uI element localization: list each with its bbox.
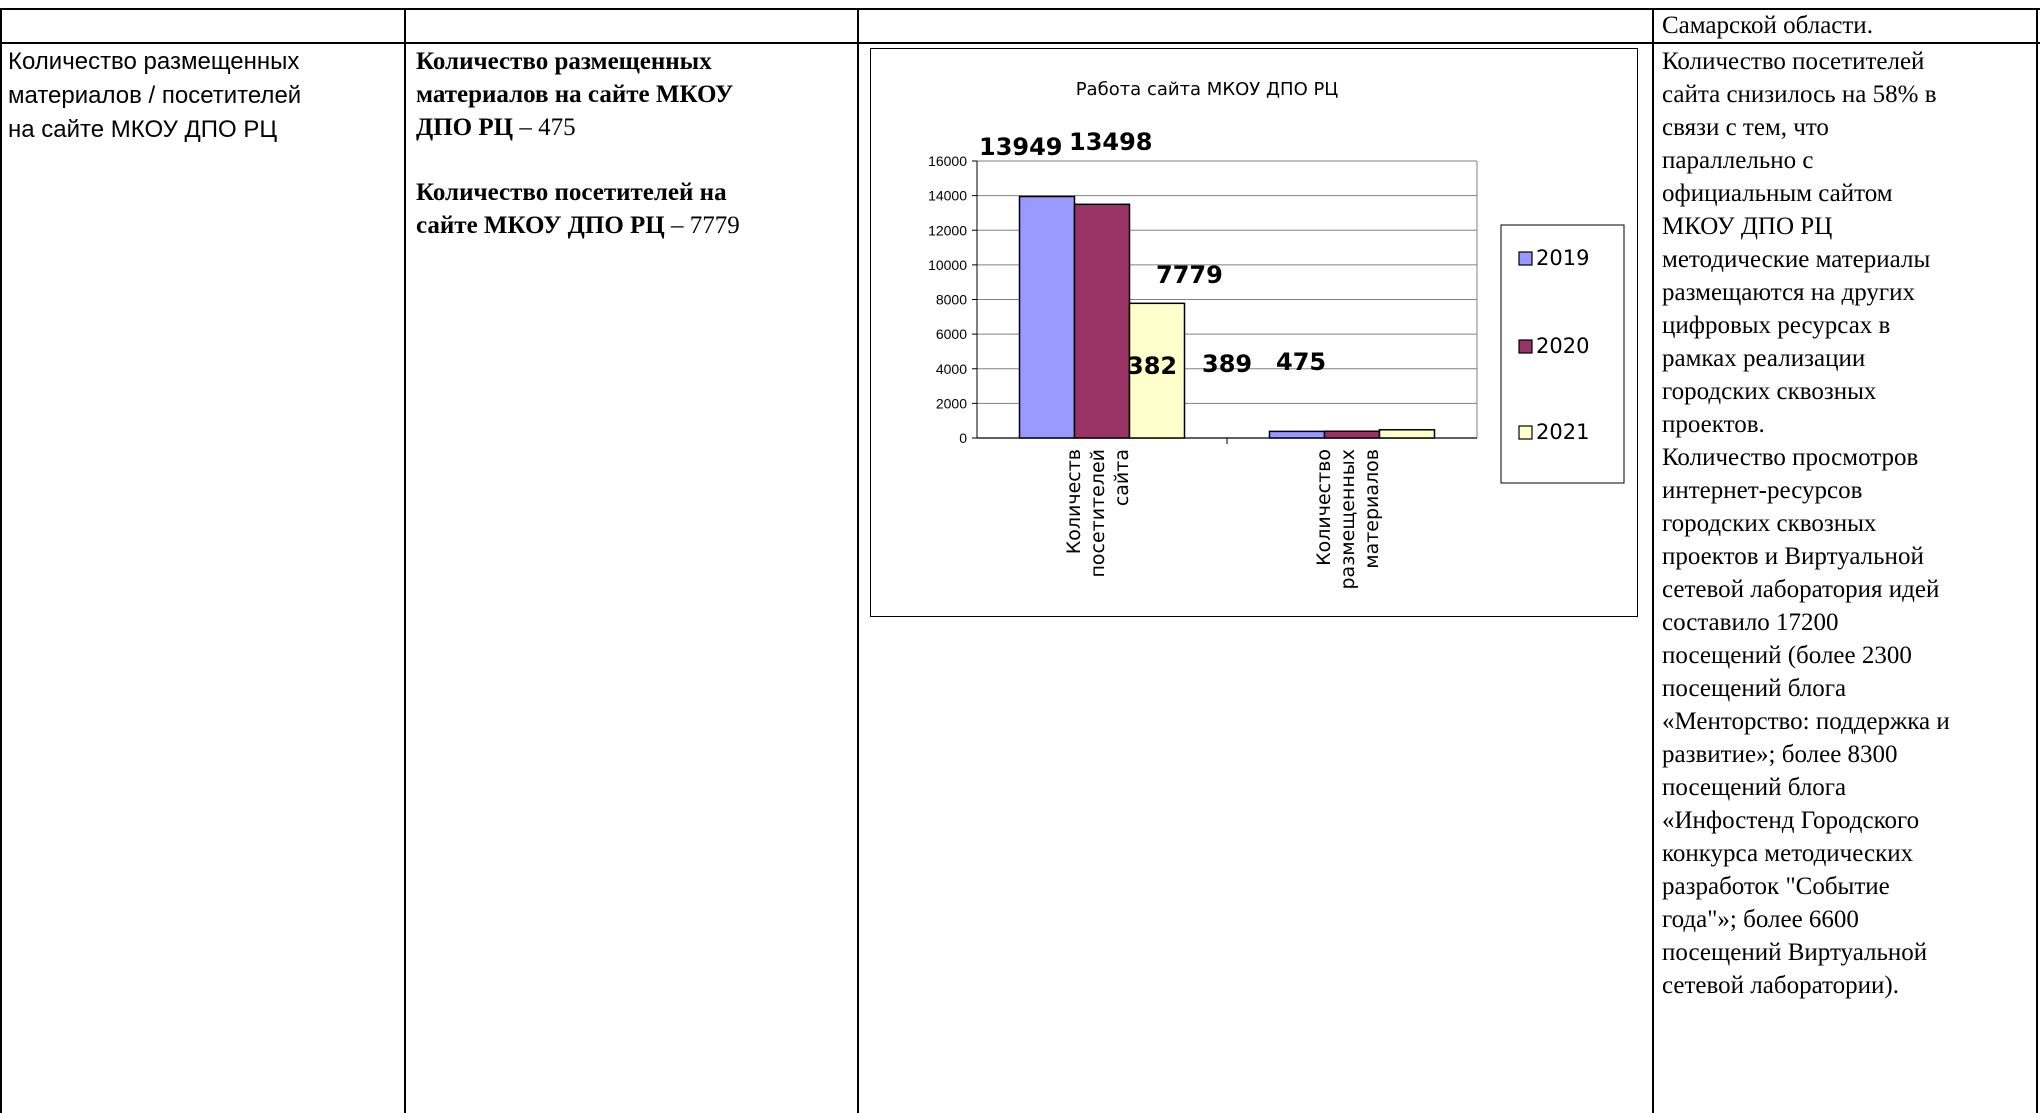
value-line-5-label: сайте МКОУ ДПО РЦ: [416, 212, 665, 239]
y-tick-label: 6000: [936, 326, 967, 342]
category-label: Количеств: [1063, 449, 1085, 554]
value-line-3-number: – 475: [513, 114, 576, 141]
data-label: 7779: [1156, 261, 1223, 289]
legend-label: 2021: [1536, 420, 1589, 444]
data-label: 13498: [1069, 128, 1153, 156]
value-line-3-label: ДПО РЦ: [416, 114, 514, 141]
bar-2021: [1128, 302, 1186, 439]
analysis-text: Количество посетителей сайта снизилось н…: [1662, 48, 1950, 999]
y-tick-label: 4000: [936, 361, 967, 377]
column-divider-3: [1652, 8, 1654, 1113]
category-label: размещенных: [1337, 449, 1359, 590]
column-divider-1: [404, 8, 406, 1113]
value-line-2: материалов на сайте МКОУ: [416, 81, 734, 108]
indicator-values: Количество размещенных материалов на сай…: [416, 45, 740, 242]
chart-frame: Работа сайта МКОУ ДПО РЦ 0 2000 4000 6000 800…: [870, 48, 1638, 617]
top-row-text: Самарской области.: [1662, 12, 1873, 39]
category-label: Количество: [1313, 449, 1335, 566]
row-divider: [0, 42, 2040, 44]
y-tick-label: 16000: [928, 153, 967, 169]
bar-2019: [1018, 195, 1076, 439]
legend-swatch-2021: [1518, 425, 1533, 440]
value-line-5-number: – 7779: [664, 212, 740, 239]
y-tick-label: 8000: [936, 292, 967, 308]
indicator-name: Количество размещенных материалов / посе…: [8, 48, 302, 143]
category-label: посетителей: [1087, 449, 1109, 578]
category-label: сайта: [1111, 449, 1133, 506]
y-tick-label: 14000: [928, 188, 967, 204]
legend-swatch-2019: [1518, 251, 1533, 266]
legend-label: 2019: [1536, 246, 1589, 270]
bar-2020: [1323, 430, 1381, 439]
value-line-4: Количество посетителей на: [416, 179, 727, 206]
table-left-border: [0, 8, 2, 1113]
legend-label: 2020: [1536, 334, 1589, 358]
table-top-border: [0, 8, 2040, 10]
data-label: 475: [1276, 348, 1326, 376]
category-label: материалов: [1361, 449, 1383, 569]
legend-swatch-2020: [1518, 339, 1533, 354]
table-right-border: [2036, 8, 2038, 1113]
y-tick-label: 2000: [936, 395, 967, 411]
value-line-1: Количество размещенных: [416, 48, 712, 75]
y-tick-label: 0: [959, 430, 967, 446]
bar-2020: [1073, 203, 1131, 439]
data-label: 382: [1127, 352, 1177, 380]
y-tick-label: 12000: [928, 222, 967, 238]
bar-2019: [1268, 430, 1326, 439]
data-label: 13949: [979, 133, 1063, 161]
data-label: 389: [1202, 350, 1252, 378]
legend-box: [1500, 224, 1625, 484]
column-divider-2: [857, 8, 859, 1113]
bar-2021: [1378, 429, 1436, 439]
y-tick-label: 10000: [928, 257, 967, 273]
bar-chart: Работа сайта МКОУ ДПО РЦ 0 2000 4000 6000 800…: [928, 79, 1625, 590]
chart-title: Работа сайта МКОУ ДПО РЦ: [1076, 79, 1339, 100]
